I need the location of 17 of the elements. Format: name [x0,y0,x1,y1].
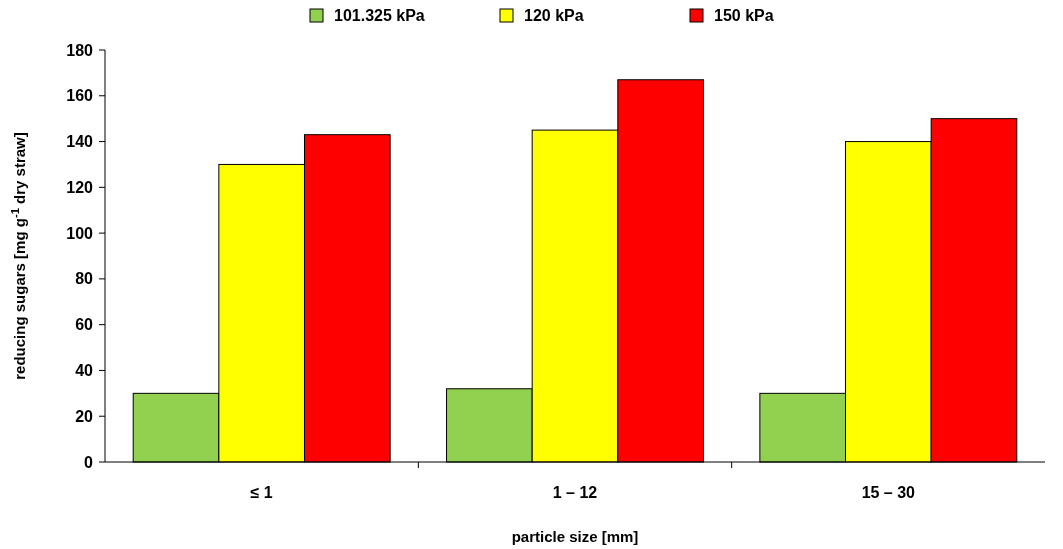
x-axis-title: particle size [mm] [511,528,639,545]
y-tick-label: 60 [75,316,94,334]
y-tick-label: 100 [66,224,94,242]
legend-label: 150 kPa [714,7,774,24]
x-tick-label: ≤ 1 [250,484,273,501]
y-tick-label: 120 [66,178,94,196]
x-tick-label: 15 – 30 [861,484,916,501]
y-tick-label: 0 [84,453,94,471]
legend-label: 120 kPa [524,7,584,24]
x-tick-label: 1 – 12 [552,484,598,501]
y-tick-label: 160 [66,87,94,105]
y-tick-label: 20 [75,407,94,425]
y-tick-label: 140 [66,133,94,151]
y-tick-label: 40 [75,362,94,380]
y-tick-label: 180 [66,41,94,59]
legend-label: 101.325 kPa [334,7,425,24]
y-tick-label: 80 [75,270,94,288]
